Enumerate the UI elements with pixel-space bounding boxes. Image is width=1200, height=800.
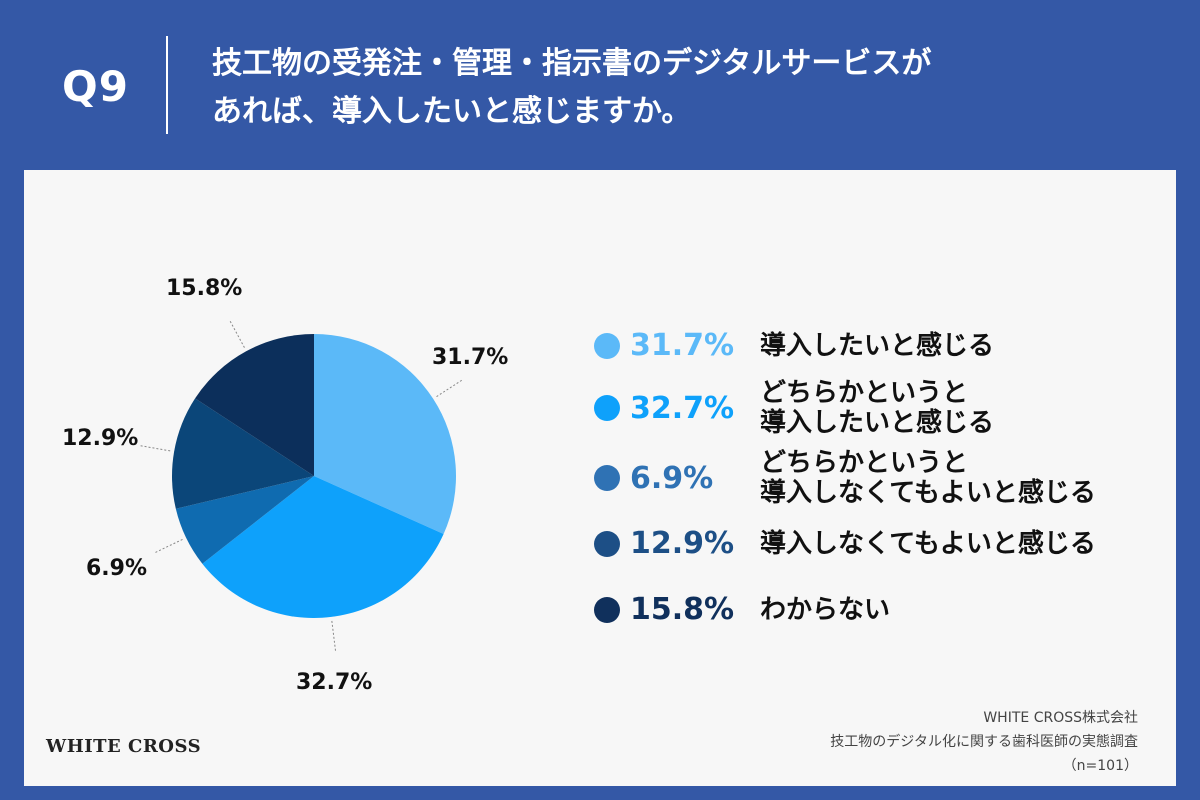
white-cross-logo: WHITE CROSS bbox=[46, 736, 202, 757]
source-survey: 技工物のデジタル化に関する歯科医師の実態調査 bbox=[830, 734, 1138, 750]
pie-leader-line bbox=[436, 379, 462, 398]
pie-slice bbox=[172, 398, 314, 509]
pie-slice bbox=[175, 476, 314, 564]
legend-swatch bbox=[594, 465, 620, 491]
header-divider bbox=[166, 36, 168, 134]
question-line-2: あれば、導入したいと感じますか。 bbox=[212, 94, 692, 129]
question-text: 技工物の受発注・管理・指示書のデジタルサービスが あれば、導入したいと感じますか… bbox=[212, 40, 1112, 136]
pie-label-6-9: 6.9% bbox=[86, 556, 148, 581]
header: Q9 技工物の受発注・管理・指示書のデジタルサービスが あれば、導入したいと感じ… bbox=[0, 0, 1200, 170]
pie-label-15-8: 15.8% bbox=[166, 276, 243, 301]
pie-leader-line bbox=[229, 321, 245, 348]
legend-item: 32.7% どちらかというと 導入したいと感じる bbox=[594, 378, 994, 438]
legend-swatch bbox=[594, 530, 620, 557]
pie-slice bbox=[202, 476, 444, 618]
legend-swatch bbox=[594, 332, 620, 359]
pie-label-32-7: 32.7% bbox=[296, 670, 373, 695]
legend-item: 15.8% わからない bbox=[594, 592, 890, 627]
legend-item: 31.7% 導入したいと感じる bbox=[594, 328, 994, 363]
pie-label-12-9: 12.9% bbox=[62, 426, 139, 451]
legend-item: 6.9% どちらかというと 導入しなくてもよいと感じる bbox=[594, 448, 1096, 508]
pie-label-31-7: 31.7% bbox=[432, 345, 509, 370]
legend-pct: 32.7% bbox=[630, 390, 735, 426]
legend-label: どちらかというと 導入したいと感じる bbox=[760, 378, 995, 438]
pie-chart bbox=[140, 321, 462, 651]
legend-pct: 15.8% bbox=[630, 592, 735, 627]
chart-panel: 31.7% 32.7% 6.9% 12.9% 15.8% 31.7% 導入したい… bbox=[24, 170, 1176, 786]
pie-slice bbox=[314, 334, 456, 535]
legend-label: 導入したいと感じる bbox=[760, 330, 995, 361]
legend-item: 12.9% 導入しなくてもよいと感じる bbox=[594, 526, 1096, 561]
legend-label: わからない bbox=[760, 594, 891, 625]
question-number: Q9 bbox=[62, 62, 129, 111]
pie-slice bbox=[195, 334, 314, 476]
legend-swatch bbox=[594, 596, 620, 623]
legend-pct: 6.9% bbox=[630, 460, 714, 496]
legend-pct: 12.9% bbox=[630, 526, 735, 561]
legend-label: 導入しなくてもよいと感じる bbox=[760, 528, 1096, 559]
legend-label: どちらかというと 導入しなくてもよいと感じる bbox=[760, 448, 1096, 508]
pie-leader-line bbox=[140, 445, 171, 452]
pie-leader-line bbox=[155, 538, 183, 553]
legend-swatch bbox=[594, 395, 620, 421]
source-company: WHITE CROSS株式会社 bbox=[983, 710, 1138, 726]
question-line-1: 技工物の受発注・管理・指示書のデジタルサービスが bbox=[212, 46, 932, 81]
legend-pct: 31.7% bbox=[630, 328, 735, 363]
source-sample: （n=101） bbox=[1062, 758, 1138, 774]
pie-leader-line bbox=[331, 620, 337, 651]
source-note: WHITE CROSS株式会社 技工物のデジタル化に関する歯科医師の実態調査 （… bbox=[830, 706, 1138, 778]
